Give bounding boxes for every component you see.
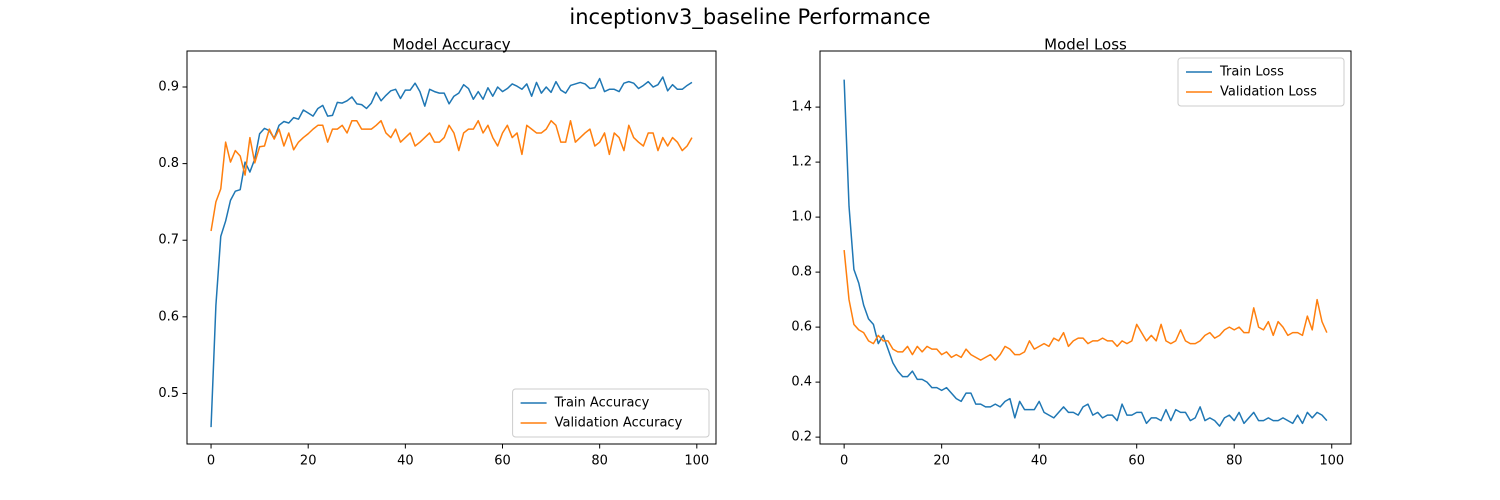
figure-title: inceptionv3_baseline Performance — [569, 5, 930, 30]
legend-box — [1177, 57, 1345, 107]
axes-title: Model Loss — [1044, 36, 1127, 54]
axes-title: Model Accuracy — [392, 36, 510, 54]
y-tick-label: 0.5 — [158, 386, 179, 401]
legend-box — [512, 388, 710, 438]
x-tick-label: 60 — [1128, 454, 1145, 469]
y-tick-label: 1.0 — [791, 210, 812, 225]
legend-label: Train Loss — [1219, 65, 1284, 80]
line-series — [210, 76, 693, 428]
y-tick-label: 0.8 — [791, 265, 812, 280]
line-series — [210, 119, 693, 232]
x-tick-label: 60 — [494, 454, 511, 469]
x-tick-label: 80 — [591, 454, 608, 469]
y-tick-label: 1.4 — [791, 100, 812, 115]
y-tick-label: 0.6 — [791, 320, 812, 335]
legend-label: Validation Loss — [1220, 85, 1317, 100]
y-tick-label: 1.2 — [791, 155, 812, 170]
legend-label: Validation Accuracy — [555, 416, 683, 431]
line-series — [843, 79, 1328, 427]
x-tick-label: 40 — [1031, 454, 1048, 469]
y-tick-label: 0.7 — [158, 233, 179, 248]
y-tick-label: 0.2 — [791, 430, 812, 445]
y-tick-label: 0.9 — [158, 80, 179, 95]
x-tick-label: 0 — [207, 454, 215, 469]
y-tick-label: 0.8 — [158, 156, 179, 171]
x-tick-label: 20 — [300, 454, 317, 469]
y-tick-label: 0.6 — [158, 309, 179, 324]
x-tick-label: 20 — [933, 454, 950, 469]
axes-frame — [186, 50, 717, 445]
plot-area — [843, 79, 1328, 427]
legend-label: Train Accuracy — [554, 396, 650, 411]
x-tick-label: 100 — [1319, 454, 1344, 469]
x-tick-label: 0 — [840, 454, 848, 469]
x-tick-label: 40 — [397, 454, 414, 469]
x-tick-label: 80 — [1226, 454, 1243, 469]
axes-frame — [819, 50, 1352, 445]
plot-area — [210, 76, 693, 428]
line-series — [843, 250, 1328, 361]
y-tick-label: 0.4 — [791, 375, 812, 390]
x-tick-label: 100 — [684, 454, 709, 469]
